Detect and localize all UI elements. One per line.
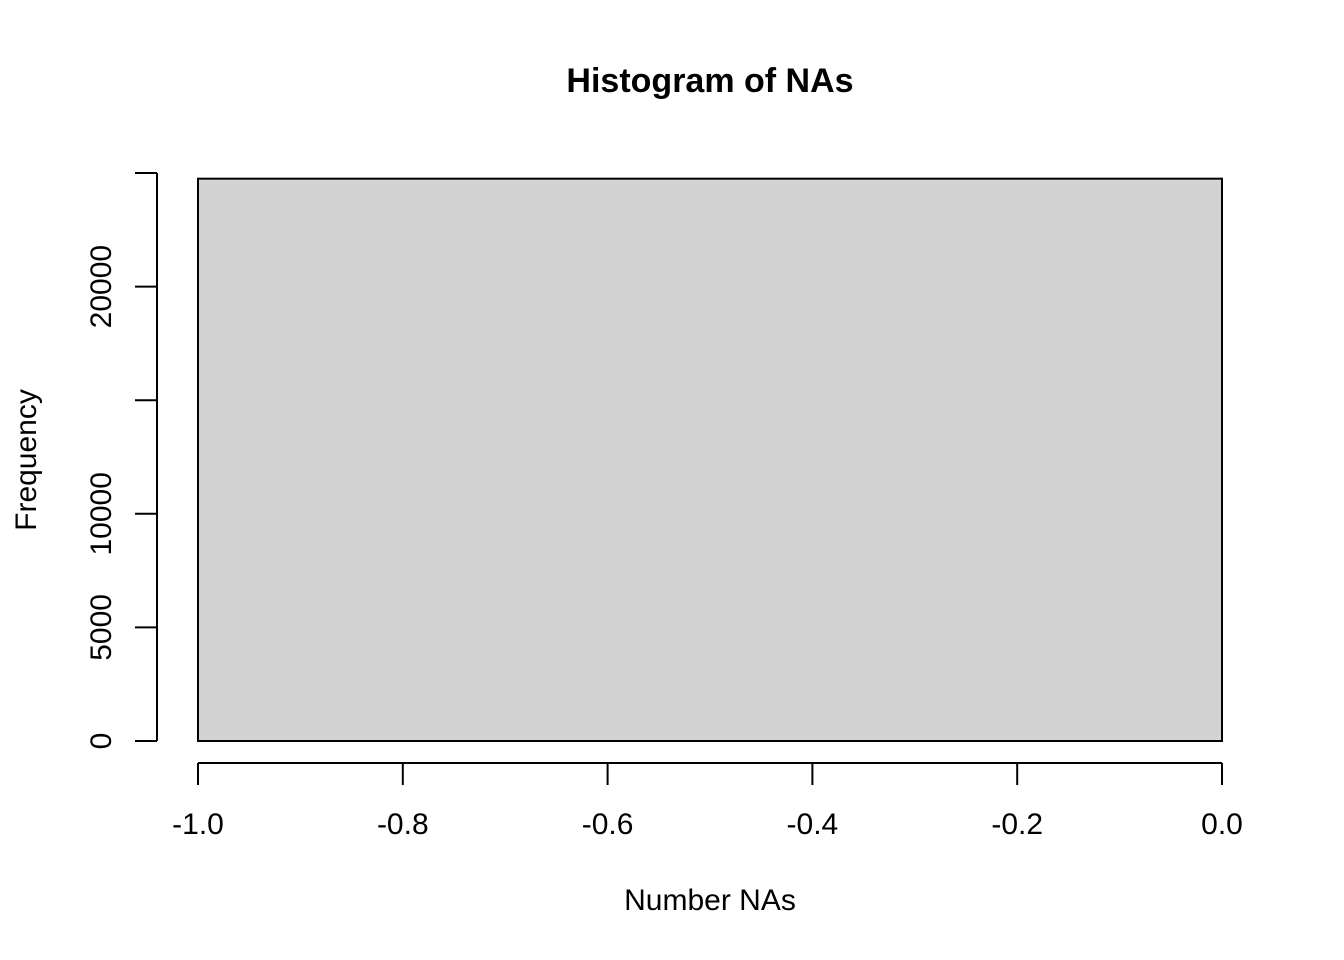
x-axis: -1.0 -0.8 -0.6 -0.4 -0.2 0.0 — [172, 762, 1243, 841]
y-tick-label: 0 — [85, 733, 118, 750]
x-tick-label: -0.8 — [377, 808, 429, 841]
y-tick-label: 10000 — [85, 472, 118, 555]
x-tick-label: -0.4 — [787, 808, 839, 841]
x-tick-label: 0.0 — [1201, 808, 1243, 841]
chart-title: Histogram of NAs — [566, 62, 853, 100]
y-tick-label: 5000 — [85, 594, 118, 661]
x-tick-label: -0.6 — [582, 808, 634, 841]
y-axis-label: Frequency — [10, 389, 43, 531]
x-tick-label: -0.2 — [991, 808, 1043, 841]
y-axis: 0 5000 10000 20000 — [85, 172, 158, 750]
histogram-bar-0 — [197, 177, 1223, 742]
x-tick-label: -1.0 — [172, 808, 224, 841]
y-tick-label: 20000 — [85, 245, 118, 328]
bar-group — [197, 177, 1223, 742]
x-axis-label: Number NAs — [624, 884, 796, 917]
